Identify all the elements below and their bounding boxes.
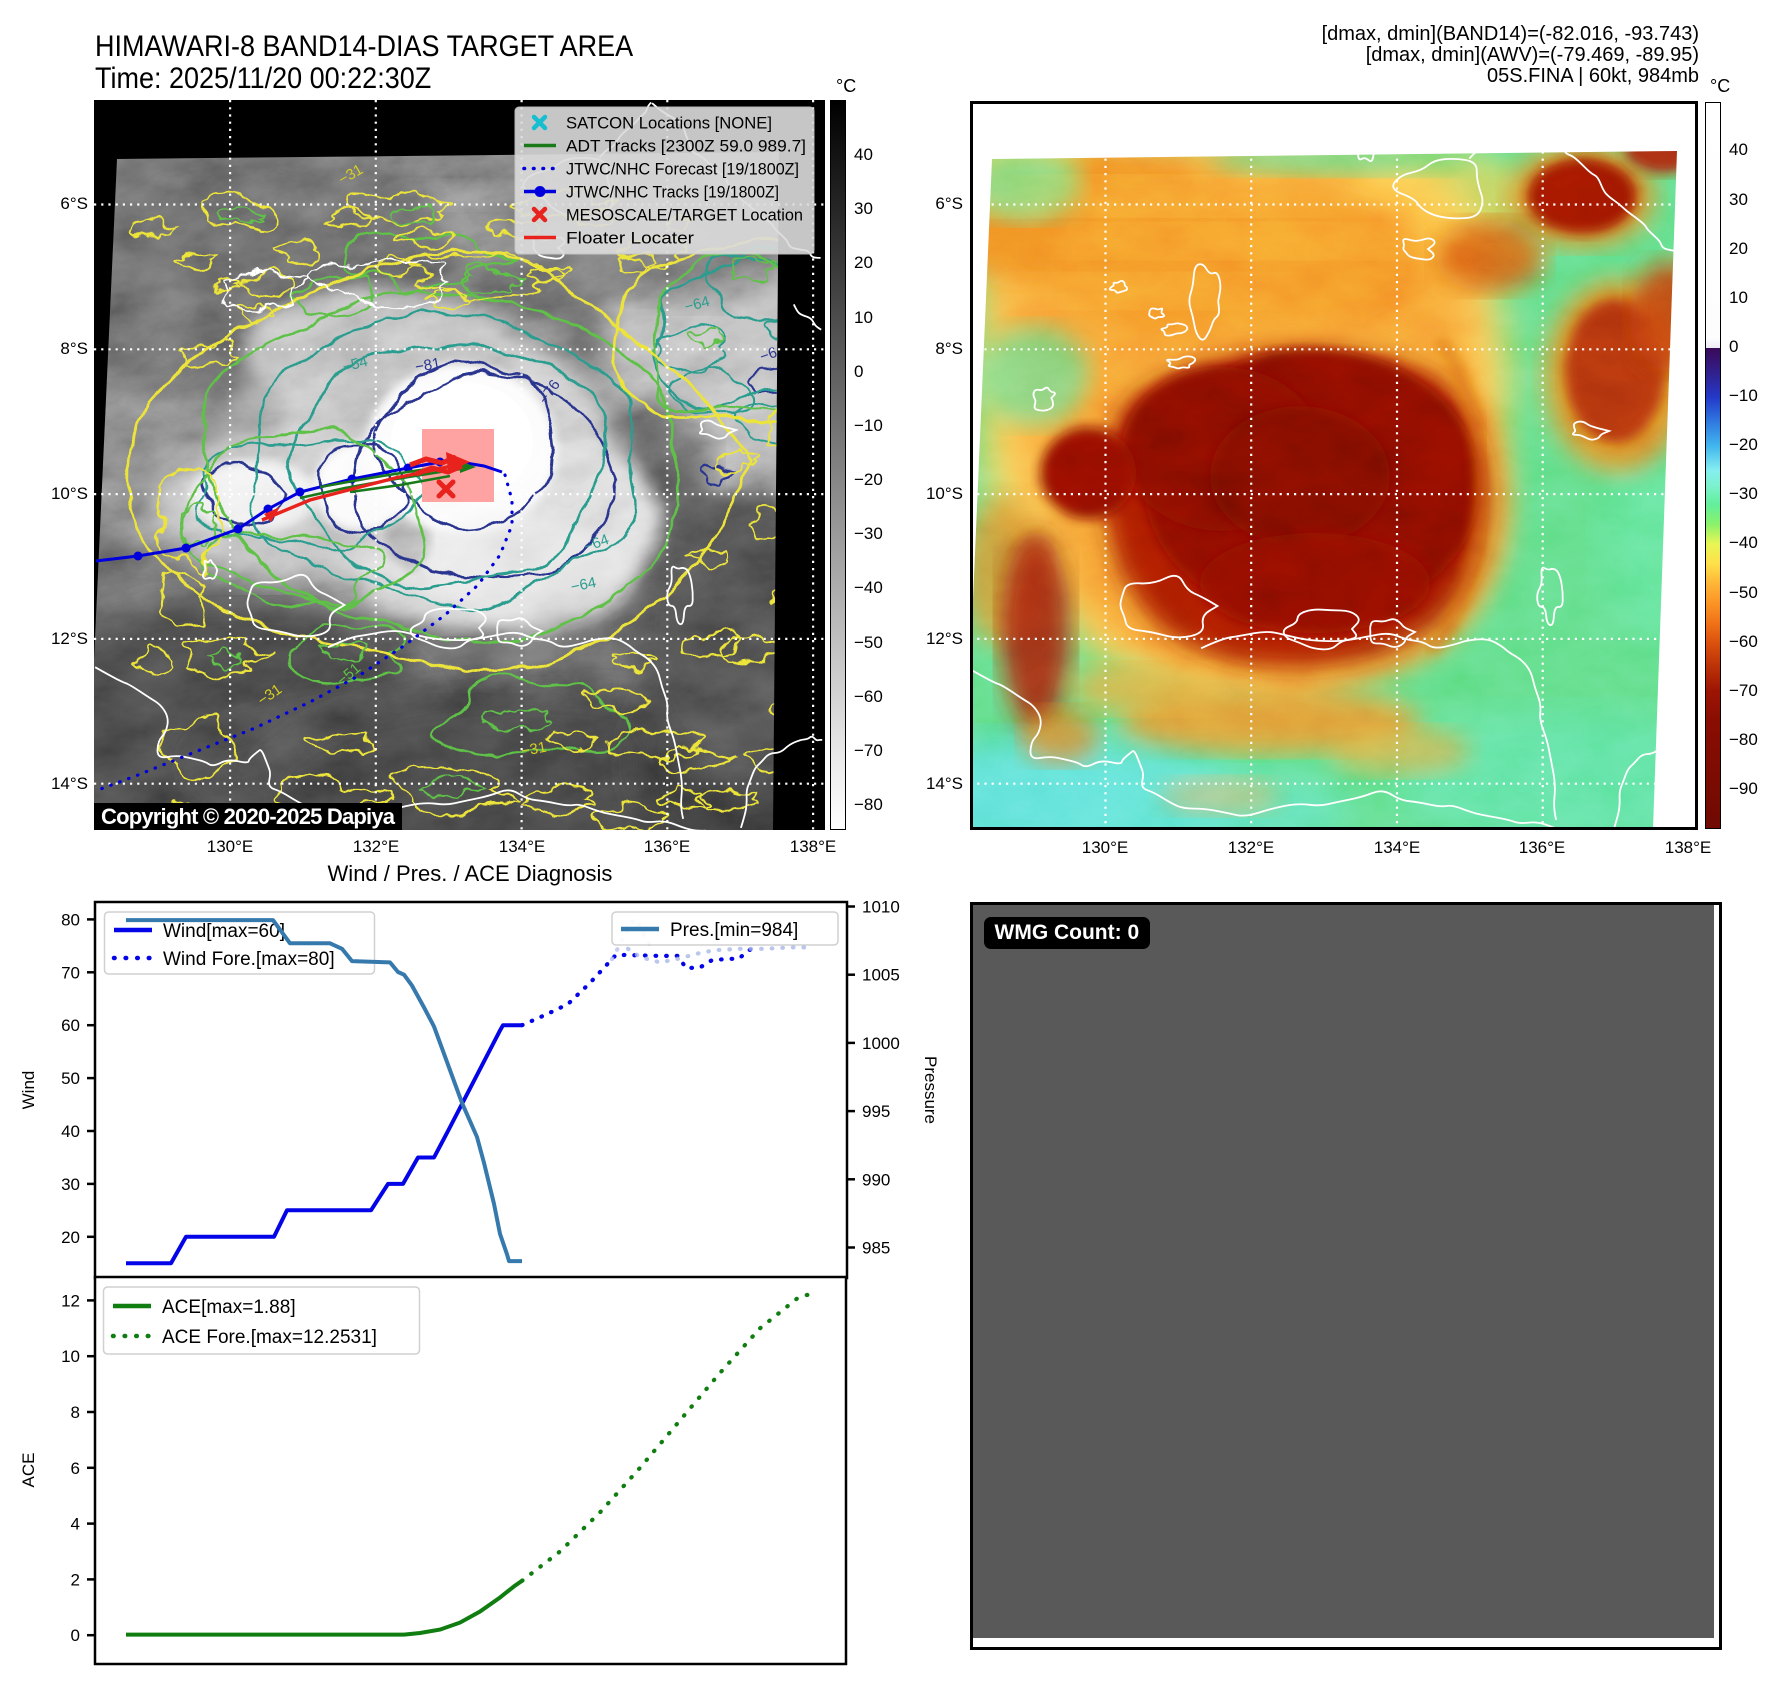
svg-text:8: 8 — [71, 1403, 80, 1422]
svg-text:990: 990 — [862, 1170, 890, 1189]
svg-text:−54: −54 — [341, 353, 370, 376]
svg-text:80: 80 — [61, 910, 80, 929]
svg-text:Pressure: Pressure — [921, 1056, 940, 1124]
svg-text:−6A: −6A — [758, 341, 789, 366]
svg-text:Wind: Wind — [19, 1071, 38, 1110]
svg-text:995: 995 — [862, 1102, 890, 1121]
svg-text:40: 40 — [61, 1122, 80, 1141]
svg-text:ACE Fore.[max=12.2531]: ACE Fore.[max=12.2531] — [162, 1327, 377, 1348]
svg-text:6: 6 — [71, 1459, 80, 1478]
svg-text:SATCON Locations [NONE]: SATCON Locations [NONE] — [566, 114, 772, 133]
svg-text:Copyright © 2020-2025 Dapiya: Copyright © 2020-2025 Dapiya — [101, 804, 396, 829]
svg-text:Pres.[min=984]: Pres.[min=984] — [670, 920, 798, 941]
svg-text:10: 10 — [61, 1347, 80, 1366]
svg-text:JTWC/NHC Forecast [19/1800Z]: JTWC/NHC Forecast [19/1800Z] — [566, 160, 799, 179]
svg-text:Wind[max=60]: Wind[max=60] — [163, 921, 285, 942]
svg-text:1010: 1010 — [862, 898, 900, 917]
svg-text:60: 60 — [61, 1016, 80, 1035]
svg-text:30: 30 — [61, 1175, 80, 1194]
svg-text:20: 20 — [61, 1228, 80, 1247]
svg-text:1000: 1000 — [862, 1034, 900, 1053]
svg-text:Floater Locater: Floater Locater — [566, 229, 694, 248]
svg-text:−81: −81 — [414, 355, 442, 376]
svg-text:Wind Fore.[max=80]: Wind Fore.[max=80] — [163, 949, 335, 970]
svg-text:ADT Tracks [2300Z 59.0 989.7]: ADT Tracks [2300Z 59.0 989.7] — [566, 137, 806, 156]
svg-text:1005: 1005 — [862, 966, 900, 985]
svg-text:985: 985 — [862, 1239, 890, 1258]
svg-text:0: 0 — [71, 1626, 80, 1645]
svg-text:4: 4 — [71, 1515, 80, 1534]
svg-text:12: 12 — [61, 1291, 80, 1310]
svg-text:JTWC/NHC Tracks [19/1800Z]: JTWC/NHC Tracks [19/1800Z] — [566, 183, 779, 202]
svg-text:ACE[max=1.88]: ACE[max=1.88] — [162, 1297, 296, 1318]
svg-text:ACE: ACE — [19, 1453, 38, 1488]
svg-text:2: 2 — [71, 1570, 80, 1589]
svg-text:70: 70 — [61, 963, 80, 982]
svg-text:MESOSCALE/TARGET Location: MESOSCALE/TARGET Location — [566, 206, 803, 225]
svg-text:−64: −64 — [683, 293, 712, 316]
svg-text:50: 50 — [61, 1069, 80, 1088]
svg-text:−64: −64 — [569, 574, 597, 596]
svg-text:−31: −31 — [520, 739, 548, 760]
